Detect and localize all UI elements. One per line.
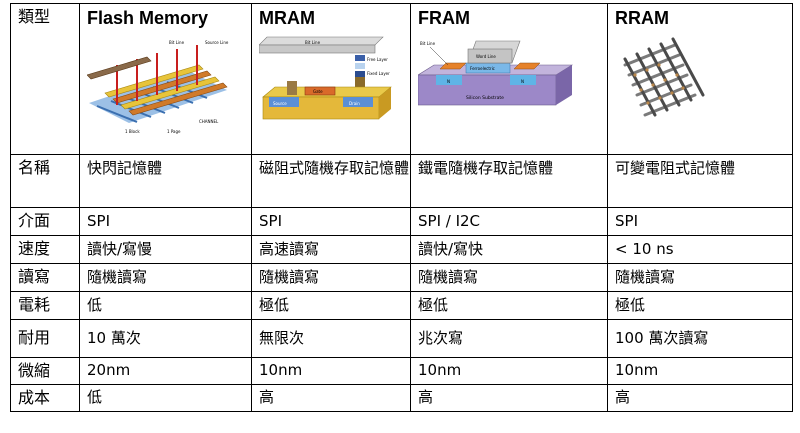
row-name: 名稱 快閃記憶體 磁阻式隨機存取記憶體 鐵電隨機存取記憶體 可變電阻式記憶體 [10, 154, 793, 208]
cell-interface-mram: SPI [251, 207, 411, 236]
row-label-endurance: 耐用 [10, 319, 80, 358]
flash-header-cell: Flash Memory [79, 3, 252, 155]
cell-endurance-flash: 10 萬次 [79, 319, 252, 358]
cell-interface-flash: SPI [79, 207, 252, 236]
cell-speed-mram: 高速讀寫 [251, 235, 411, 264]
fram-label-substrate: Silicon Substrate [466, 95, 504, 101]
cell-scaling-mram: 10nm [251, 357, 411, 385]
memory-comparison-table: 類型 Flash Memory [10, 3, 793, 412]
row-label-power: 電耗 [10, 291, 80, 320]
flash-title: Flash Memory [87, 8, 209, 28]
mram-diagram: Bit Line Free Layer Fixed Layer Gate Sou… [259, 36, 392, 120]
fram-title: FRAM [418, 8, 470, 28]
flash-label-channel: CHANNEL [199, 119, 219, 124]
rram-title: RRAM [615, 8, 669, 28]
mram-label-bitline: Bit Line [305, 40, 321, 45]
row-label-interface: 介面 [10, 207, 80, 236]
cell-cost-flash: 低 [79, 384, 252, 412]
rram-crossbar-diagram [623, 37, 705, 117]
row-label-readwrite: 讀寫 [10, 263, 80, 292]
mram-label-free: Free Layer [367, 57, 388, 62]
cell-readwrite-mram: 隨機讀寫 [251, 263, 411, 292]
rram-crossbar-lines [623, 37, 705, 117]
mram-header-cell: MRAM Bit Line Free Layer Fixed Layer Gat… [251, 3, 411, 155]
cell-scaling-rram: 10nm [607, 357, 793, 385]
cell-power-flash: 低 [79, 291, 252, 320]
header-row: 類型 Flash Memory [10, 3, 793, 155]
cell-cost-fram: 高 [410, 384, 608, 412]
cell-speed-fram: 讀快/寫快 [410, 235, 608, 264]
cell-cost-rram: 高 [607, 384, 793, 412]
cell-cost-mram: 高 [251, 384, 411, 412]
mram-label-gate: Gate [313, 89, 323, 94]
cell-readwrite-fram: 隨機讀寫 [410, 263, 608, 292]
mram-label-fixed: Fixed Layer [367, 71, 390, 76]
cell-name-flash: 快閃記憶體 [79, 154, 252, 208]
row-interface: 介面 SPI SPI SPI / I2C SPI [10, 207, 793, 236]
mram-title: MRAM [259, 8, 315, 28]
row-label-scaling: 微縮 [10, 357, 80, 385]
cell-interface-fram: SPI / I2C [410, 207, 608, 236]
row-label-speed: 速度 [10, 235, 80, 264]
corner-label: 類型 [18, 7, 51, 26]
row-endurance: 耐用 10 萬次 無限次 兆次寫 100 萬次讀寫 [10, 319, 793, 358]
rram-cells [633, 63, 685, 105]
row-power: 電耗 低 極低 極低 極低 [10, 291, 793, 320]
mram-label-source: Source [273, 101, 287, 106]
cell-scaling-fram: 10nm [410, 357, 608, 385]
cell-readwrite-rram: 隨機讀寫 [607, 263, 793, 292]
cell-name-mram: 磁阻式隨機存取記憶體 [251, 154, 411, 208]
cell-endurance-rram: 100 萬次讀寫 [607, 319, 793, 358]
fram-diagram: Silicon Substrate N N Ferroelectric Word… [418, 40, 574, 106]
cell-power-fram: 極低 [410, 291, 608, 320]
flash-label-bitline: Bit Line [169, 40, 185, 45]
fram-label-wordline: Word Line [476, 54, 496, 59]
mram-label-drain: Drain [349, 101, 360, 106]
row-cost: 成本 低 高 高 高 [10, 384, 793, 412]
cell-interface-rram: SPI [607, 207, 793, 236]
flash-label-page: 1 Page [167, 129, 181, 134]
cell-power-rram: 極低 [607, 291, 793, 320]
corner-cell: 類型 [10, 3, 80, 155]
fram-label-n1: N [447, 79, 450, 84]
rram-header-cell: RRAM [607, 3, 793, 155]
fram-label-n2: N [521, 79, 524, 84]
cell-endurance-mram: 無限次 [251, 319, 411, 358]
row-readwrite: 讀寫 隨機讀寫 隨機讀寫 隨機讀寫 隨機讀寫 [10, 263, 793, 292]
flash-bit-lines [116, 45, 198, 105]
cell-readwrite-flash: 隨機讀寫 [79, 263, 252, 292]
cell-power-mram: 極低 [251, 291, 411, 320]
fram-label-ferro: Ferroelectric [470, 66, 495, 71]
cell-speed-rram: < 10 ns [607, 235, 793, 264]
row-scaling: 微縮 20nm 10nm 10nm 10nm [10, 357, 793, 385]
flash-label-sourceline: Source Line [205, 40, 229, 45]
cell-name-fram: 鐵電隨機存取記憶體 [410, 154, 608, 208]
row-speed: 速度 讀快/寫慢 高速讀寫 讀快/寫快 < 10 ns [10, 235, 793, 264]
fram-header-cell: FRAM Silicon Substrate N N Ferroelectric… [410, 3, 608, 155]
cell-name-rram: 可變電阻式記憶體 [607, 154, 793, 208]
fram-label-bitline: Bit Line [420, 41, 436, 46]
row-label-name: 名稱 [10, 154, 80, 208]
cell-speed-flash: 讀快/寫慢 [79, 235, 252, 264]
flash-label-block: 1 Block [125, 129, 140, 134]
row-label-cost: 成本 [10, 384, 80, 412]
flash-memory-diagram: Bit Line Source Line 1 Block 1 Page CHAN… [87, 40, 229, 134]
cell-endurance-fram: 兆次寫 [410, 319, 608, 358]
cell-scaling-flash: 20nm [79, 357, 252, 385]
